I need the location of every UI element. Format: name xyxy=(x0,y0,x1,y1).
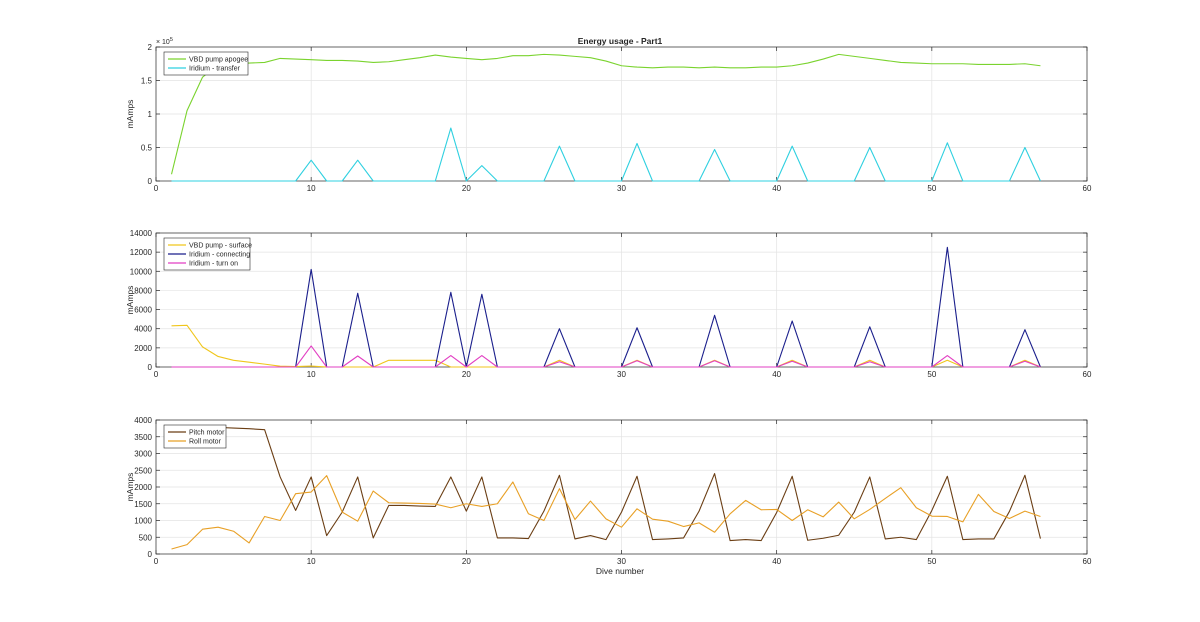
y-tick-label: 1 xyxy=(148,110,153,119)
legend-label: Iridium - turn on xyxy=(189,261,238,268)
series-line xyxy=(171,425,1041,542)
y-tick-label: 1000 xyxy=(134,517,152,526)
y-tick-label: 8000 xyxy=(134,286,152,295)
axes-bottom: 0 10 20 30 40 50 60 0 500 1000 1500 2000 2500 3000 350… xyxy=(125,416,1092,566)
x-tick-label: 0 xyxy=(154,184,159,193)
x-tick-label: 40 xyxy=(772,557,781,566)
legend-label: Pitch motor xyxy=(189,430,225,437)
y-tick-label: 2000 xyxy=(134,483,152,492)
legend-label: VBD pump apogee xyxy=(189,57,248,64)
x-tick-label: 0 xyxy=(154,557,159,566)
y-tick-label: 6000 xyxy=(134,306,152,315)
x-tick-label: 10 xyxy=(307,370,316,379)
x-tick-label: 50 xyxy=(927,370,936,379)
y-axis-label: mAmps xyxy=(125,100,135,129)
y-tick-label: 0 xyxy=(148,363,153,372)
y-tick-label: 14000 xyxy=(130,229,153,238)
y-tick-label: 1.5 xyxy=(141,77,153,86)
legend-label: Iridium - transfer xyxy=(189,66,241,73)
x-tick-label: 10 xyxy=(307,184,316,193)
x-tick-label: 60 xyxy=(1083,370,1092,379)
axes-top: 0 10 20 30 40 50 60 0 0.5 1 1.5 2× 105 mAmps VBD pump… xyxy=(125,37,1092,193)
x-tick-label: 40 xyxy=(772,184,781,193)
series-line xyxy=(171,475,1041,550)
series-line xyxy=(171,345,1041,368)
legend-label: Iridium - connecting xyxy=(189,252,250,259)
y-exponent-power: 5 xyxy=(170,37,173,43)
legend-box xyxy=(163,424,227,449)
x-tick-label: 40 xyxy=(772,370,781,379)
legend-label: Roll motor xyxy=(189,439,222,446)
y-exponent-label: × 105 xyxy=(156,37,173,46)
y-tick-label: 2500 xyxy=(134,466,152,475)
legend-box xyxy=(163,51,249,76)
legend-label: VBD pump - surface xyxy=(189,243,252,250)
y-tick-label: 1500 xyxy=(134,500,152,509)
y-tick-label: 4000 xyxy=(134,416,152,425)
y-tick-label: 500 xyxy=(139,533,153,542)
x-tick-label: 30 xyxy=(617,184,626,193)
y-tick-label: 3000 xyxy=(134,450,152,459)
y-tick-label: 0 xyxy=(148,550,153,559)
x-tick-label: 30 xyxy=(617,557,626,566)
x-tick-label: 60 xyxy=(1083,184,1092,193)
y-tick-label: 4000 xyxy=(134,325,152,334)
x-tick-label: 30 xyxy=(617,370,626,379)
axes-middle: 0 10 20 30 40 50 60 0 2000 4000 6000 8000 10000 12000… xyxy=(125,229,1092,379)
y-tick-label: 0 xyxy=(148,177,153,186)
y-tick-label: 12000 xyxy=(130,248,153,257)
y-tick-label: 3500 xyxy=(134,433,152,442)
y-tick-label: 0.5 xyxy=(141,144,153,153)
x-tick-label: 20 xyxy=(462,370,471,379)
figure-title: Energy usage - Part1 xyxy=(578,36,663,46)
x-tick-label: 10 xyxy=(307,557,316,566)
y-axis-label: mAmps xyxy=(125,473,135,502)
y-tick-label: 10000 xyxy=(130,267,153,276)
x-tick-label: 60 xyxy=(1083,557,1092,566)
x-tick-label: 0 xyxy=(154,370,159,379)
x-tick-label: 20 xyxy=(462,557,471,566)
y-tick-label: 2000 xyxy=(134,344,152,353)
series-line xyxy=(171,127,1041,182)
series-line xyxy=(170,53,1041,175)
x-axis-label: Dive number xyxy=(596,566,644,576)
x-tick-label: 50 xyxy=(927,184,936,193)
y-axis-label: mAmps xyxy=(125,286,135,315)
x-tick-label: 20 xyxy=(462,184,471,193)
x-tick-label: 50 xyxy=(927,557,936,566)
y-tick-label: 2 xyxy=(148,43,153,52)
